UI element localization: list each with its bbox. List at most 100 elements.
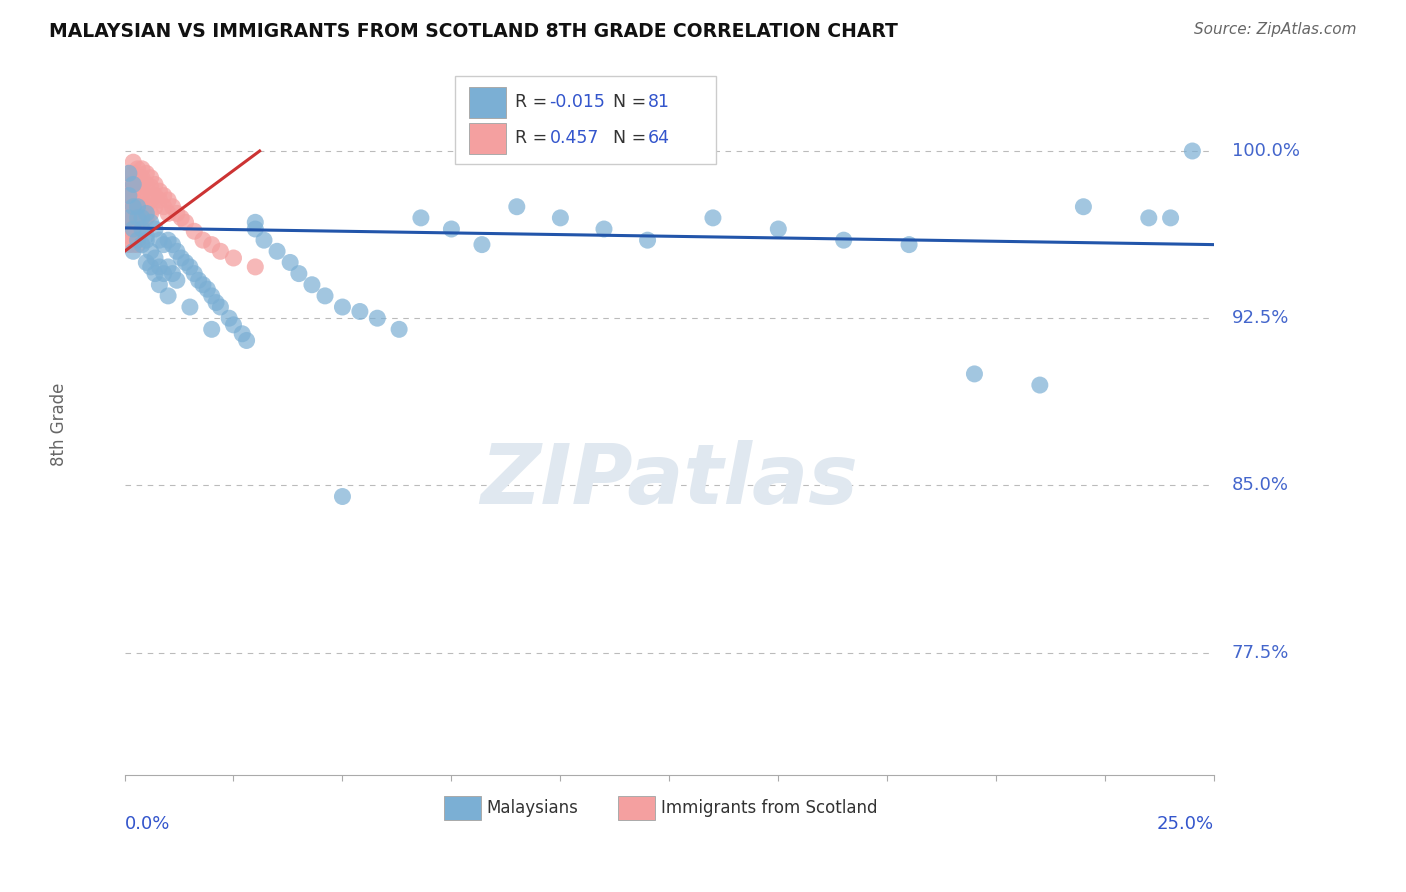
Point [231,326,253,341]
Point [131,222,153,236]
Point [127,161,149,176]
Point [118,228,141,243]
Text: R =: R = [515,94,553,112]
Text: 81: 81 [648,94,669,112]
Point [127,200,149,214]
Point [131,188,153,202]
Point [170,211,193,225]
Point [963,367,986,381]
Text: 100.0%: 100.0% [1232,142,1299,160]
FancyBboxPatch shape [619,797,655,820]
Point [139,244,162,259]
Point [1181,144,1204,158]
Point [139,179,162,194]
Point [1029,378,1052,392]
Point [143,178,166,192]
Point [235,334,257,348]
Point [118,193,141,207]
Point [143,251,166,265]
Point [131,211,153,225]
Point [118,215,141,229]
Point [118,166,141,180]
Point [127,233,149,247]
Point [301,277,323,292]
Point [135,188,157,202]
Point [148,277,170,292]
Point [122,184,145,198]
Point [135,206,157,220]
Point [245,260,267,274]
Point [768,222,790,236]
Point [127,215,149,229]
Point [127,211,149,225]
Point [166,273,188,287]
Point [131,170,153,185]
Point [118,206,141,220]
Point [143,188,166,202]
Point [183,267,205,281]
Point [143,267,166,281]
Point [245,222,267,236]
Point [218,311,240,326]
Point [122,200,145,214]
Point [179,260,201,274]
Point [139,206,162,220]
Point [174,215,197,229]
Point [278,255,301,269]
Point [157,206,180,220]
Point [201,237,224,252]
Point [135,166,157,180]
Point [122,193,145,207]
FancyBboxPatch shape [468,123,506,153]
Point [118,211,141,225]
Text: 25.0%: 25.0% [1157,815,1215,833]
Point [832,233,855,247]
Point [162,267,184,281]
Point [131,200,153,214]
Point [127,188,149,202]
Point [122,237,145,252]
Point [314,289,336,303]
Point [191,233,214,247]
Point [162,237,184,252]
Point [201,289,224,303]
Point [122,178,145,192]
Point [550,211,572,225]
Point [245,215,267,229]
Point [702,211,724,225]
Point [118,237,141,252]
Text: 85.0%: 85.0% [1232,476,1289,494]
Point [253,233,276,247]
Point [288,267,311,281]
Point [135,233,157,247]
Point [127,224,149,238]
Point [195,282,218,296]
Point [122,200,145,214]
Point [131,237,153,252]
Point [122,215,145,229]
Text: 8th Grade: 8th Grade [51,383,67,466]
Point [366,311,388,326]
Point [187,273,209,287]
Point [266,244,288,259]
Point [122,155,145,169]
Point [170,251,193,265]
Point [593,222,616,236]
Point [118,188,141,202]
FancyBboxPatch shape [468,87,506,118]
Point [127,170,149,185]
Point [127,179,149,194]
Point [131,161,153,176]
Point [388,322,411,336]
Point [148,233,170,247]
Point [139,193,162,207]
Point [332,300,354,314]
Point [122,166,145,180]
Point [152,200,174,214]
Point [191,277,214,292]
Point [166,206,188,220]
Point [157,289,180,303]
Point [157,260,180,274]
Point [139,260,162,274]
Point [332,490,354,504]
